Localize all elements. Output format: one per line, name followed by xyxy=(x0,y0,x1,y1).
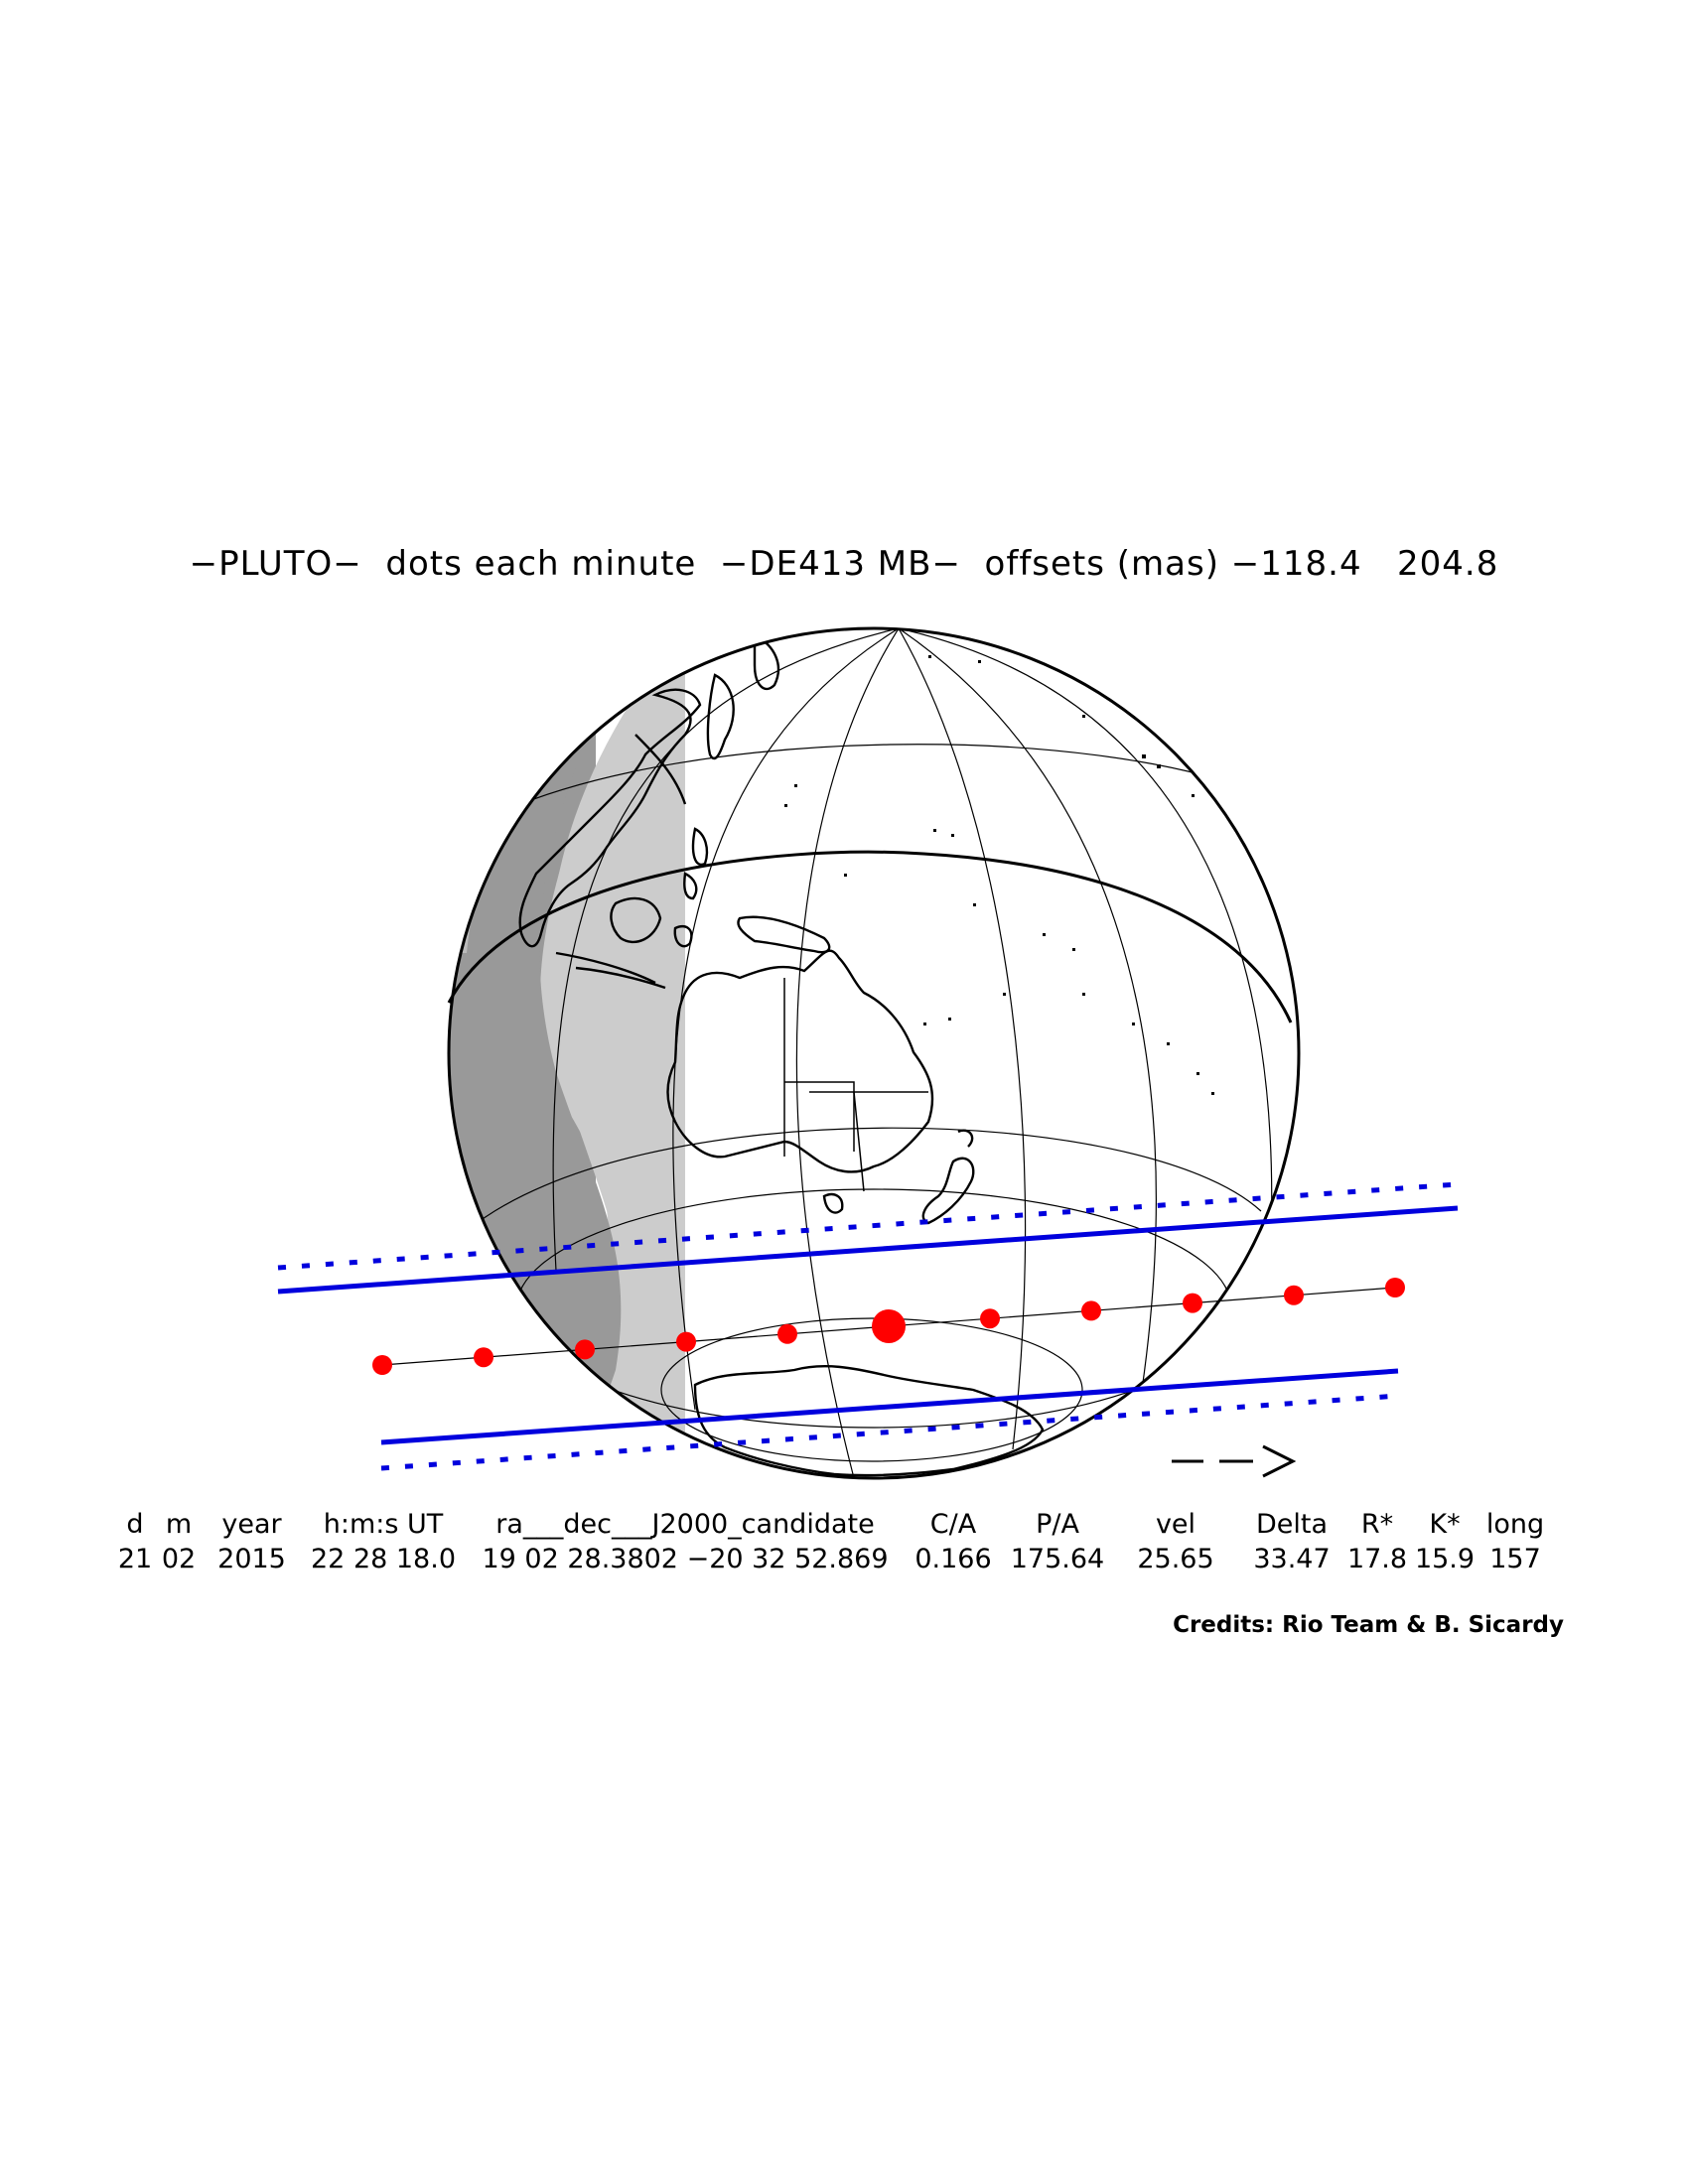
north-limit-dotted xyxy=(277,1181,1459,1271)
credits: Credits: Rio Team & B. Sicardy xyxy=(1173,1612,1564,1638)
globe xyxy=(447,626,1301,1480)
north-limit xyxy=(277,1205,1459,1295)
minute-dot xyxy=(474,1347,493,1368)
south-limit xyxy=(380,1368,1399,1445)
table-value-cell: 21 xyxy=(117,1544,153,1574)
new-zealand-outline xyxy=(921,1157,975,1225)
table-header-cell: m xyxy=(165,1509,193,1540)
minute-dot xyxy=(1183,1293,1202,1313)
table-value-cell: 175.64 xyxy=(1010,1544,1105,1574)
asia-coastline xyxy=(518,688,702,948)
table-header-row: d m year h:m:s UT ra___dec___J2000_candidate… xyxy=(117,1507,1552,1542)
table-value-cell: 0.166 xyxy=(914,1544,992,1574)
new-guinea-outline xyxy=(737,915,831,954)
table-value-cell: 02 xyxy=(161,1544,197,1574)
table-header-cell: C/A xyxy=(929,1509,977,1540)
central-minute-dot xyxy=(872,1309,906,1343)
australia-outline xyxy=(666,949,934,1173)
table-header-cell: K* xyxy=(1429,1509,1461,1540)
direction-arrow xyxy=(1172,1444,1297,1478)
table-header-cell: long xyxy=(1485,1509,1545,1540)
south-limit-dotted xyxy=(380,1393,1399,1471)
minute-dot xyxy=(1385,1278,1405,1297)
table-header-cell: year xyxy=(221,1509,282,1540)
minute-dot xyxy=(676,1331,696,1352)
table-value-cell: 17.8 xyxy=(1346,1544,1408,1574)
table-value-row: 21 02 2015 22 28 18.0 19 02 28.3802 −20 32 5… xyxy=(117,1542,1552,1576)
table-value-cell: 22 28 18.0 xyxy=(311,1544,456,1574)
table-value-cell: 2015 xyxy=(217,1544,286,1574)
antarctica-outline xyxy=(693,1365,1045,1477)
borneo-outline xyxy=(610,896,662,944)
table-header-cell: vel xyxy=(1155,1509,1196,1540)
table-header-cell: R* xyxy=(1360,1509,1394,1540)
graticule xyxy=(466,628,1273,1478)
chart-title: −PLUTO− dots each minute −DE413 MB− offs… xyxy=(189,544,1499,584)
table-header-cell: Delta xyxy=(1255,1509,1329,1540)
minute-dots xyxy=(372,1278,1405,1375)
coastlines xyxy=(518,633,1045,1477)
event-table: d m year h:m:s UT ra___dec___J2000_candidate… xyxy=(117,1507,1552,1576)
table-value-cell: 15.9 xyxy=(1414,1544,1476,1574)
table-header-cell: h:m:s UT xyxy=(323,1509,444,1540)
horizon-curve xyxy=(447,850,1293,1024)
minute-dot xyxy=(1284,1285,1304,1305)
minute-dot xyxy=(575,1339,595,1360)
table-header-cell: ra___dec___J2000_candidate xyxy=(495,1509,875,1540)
shadow-path xyxy=(277,1181,1459,1471)
table-value-cell: 157 xyxy=(1489,1544,1541,1574)
table-header-cell: P/A xyxy=(1036,1509,1079,1540)
table-value-cell: 19 02 28.3802 −20 32 52.869 xyxy=(482,1544,889,1574)
table-value-cell: 25.65 xyxy=(1137,1544,1214,1574)
minute-dot xyxy=(1081,1300,1101,1321)
minute-dot xyxy=(372,1355,392,1375)
table-value-cell: 33.47 xyxy=(1253,1544,1331,1574)
table-header-cell: d xyxy=(126,1509,144,1540)
pacific-islands xyxy=(784,655,1214,1095)
minute-dot xyxy=(777,1323,797,1344)
minute-dot xyxy=(980,1308,1000,1329)
